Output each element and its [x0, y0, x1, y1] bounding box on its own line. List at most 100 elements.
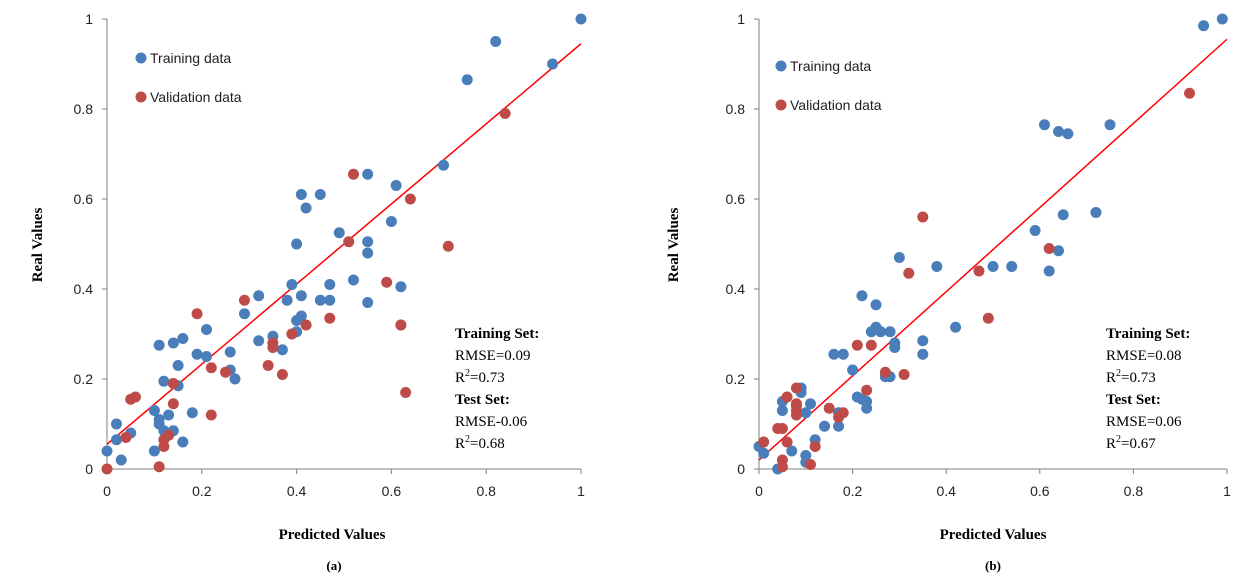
panel-a-legend: Training data Validation data [122, 36, 280, 116]
panel-a-validation-point [163, 429, 175, 441]
panel-b-training-r2-sup: 2 [1116, 368, 1121, 379]
panel-b-training-point [776, 405, 788, 416]
panel-a-validation-point [205, 362, 217, 374]
panel-a-validation-point [129, 391, 141, 403]
panel-b-training-point [875, 326, 887, 338]
panel-b-validation-point [781, 436, 793, 448]
panel-a-validation-point [276, 369, 288, 380]
panel-b-legend-training-marker [775, 60, 787, 72]
panel-b-training-point [917, 348, 929, 360]
panel-a-training-point [253, 335, 265, 347]
panel-a-training-point [115, 454, 127, 466]
panel-b-test-r2-sup: 2 [1116, 434, 1121, 445]
panel-a-training-point [295, 189, 307, 200]
panel-b-fit-line [758, 38, 1228, 461]
panel-b-validation-point [898, 369, 910, 380]
panel-b-y-tick-label: 0.4 [726, 281, 746, 297]
panel-b-validation-point [865, 339, 877, 351]
panel-b-x-tick-label: 0.4 [936, 483, 956, 499]
panel-a-legend-training-label: Training data [150, 50, 231, 66]
panel-b-validation-point [851, 339, 863, 351]
panel-b-x-tick-label: 0.2 [843, 483, 863, 499]
panel-a-training-set-title: Training Set: [455, 326, 539, 342]
panel-a-training-point [314, 294, 326, 306]
panel-a-training-point [253, 290, 265, 302]
panel-a-validation-point [101, 463, 113, 475]
panel-a-validation-point [347, 168, 359, 180]
panel-a-validation-point [191, 308, 203, 320]
panel-a-validation-point [153, 461, 165, 473]
panel-a-x-tick-label: 0 [103, 483, 111, 499]
panel-b-training-point [847, 364, 859, 376]
panel-a-stats: Training Set: RMSE=0.09 R2=0.73 Test Set… [455, 326, 539, 452]
panel-b-test-r2: R2=0.67 [1106, 434, 1156, 452]
panel-a-training-point [177, 333, 189, 344]
panel-a-training-point [295, 310, 307, 322]
panel-a-training-point [153, 339, 165, 351]
panel-a-training-point [362, 236, 374, 248]
panel-a-y-tick-label: 0.6 [74, 191, 94, 207]
panel-a-training-point [300, 202, 312, 214]
panel-b-legend-box [768, 46, 916, 122]
panel-a-training-point [333, 227, 345, 239]
panel-a-training-r2-prefix: R [455, 370, 465, 386]
panel-a-training-point [148, 405, 160, 416]
panel-a-y-axis-label: Real Values [30, 208, 46, 283]
panel-a-validation-point [167, 378, 179, 389]
panel-b-y-tick-label: 0 [737, 461, 745, 477]
panel-b-training-point [1090, 207, 1102, 218]
panel-a-training-point [110, 434, 122, 446]
panel-a-validation-point [120, 432, 132, 443]
panel-b-validation-point [781, 391, 793, 403]
panel-b-y-tick-label: 0.6 [726, 191, 746, 207]
panel-b-validation-point [823, 402, 835, 414]
panel-a-training-point [201, 324, 213, 335]
panel-a-training-point [201, 351, 213, 362]
panel-a-training-r2: R2=0.73 [455, 368, 505, 386]
panel-b-training-point [833, 420, 845, 432]
panel-a-y-tick-label: 0 [85, 461, 93, 477]
panel-b-y-axis-label: Real Values [666, 208, 682, 283]
panel-b-fit-line-group [758, 38, 1228, 461]
panel-b-axes: 0 0.2 0.4 0.6 0.8 1 0 0.2 0.4 0.6 0.8 1 [726, 11, 1232, 499]
panel-b-training-point [1038, 119, 1050, 131]
panel-a-training-point [314, 189, 326, 200]
panel-b-y-tick-label: 0.8 [726, 101, 746, 117]
panel-a-training-point [575, 13, 587, 25]
panel-b-training-point [950, 321, 962, 333]
panel-b-training-point [856, 290, 868, 302]
panel-b-points [753, 13, 1228, 475]
panel-b-validation-point [982, 312, 994, 324]
panel-a-validation-point [395, 319, 407, 331]
panel-a-test-r2-prefix: R [455, 436, 465, 452]
panel-a-legend-validation-marker [135, 91, 147, 103]
panel-a-training-point [324, 294, 336, 306]
panel-a-test-r2: R2=0.68 [455, 434, 505, 452]
panel-a-label: (a) [326, 558, 341, 573]
panel-a-training-point [547, 58, 559, 70]
panel-a-x-tick-label: 1 [577, 483, 585, 499]
panel-a-training-point [177, 436, 189, 448]
panel-b-test-set-title: Test Set: [1106, 392, 1161, 408]
panel-b-training-point [1104, 119, 1116, 131]
panel-a-training-point [390, 180, 402, 191]
panel-b-training-point [889, 337, 901, 349]
panel-b-training-point [861, 402, 873, 414]
panel-a-training-point [362, 297, 374, 308]
panel-b: 0 0.2 0.4 0.6 0.8 1 0 0.2 0.4 0.6 0.8 1 Training da… [666, 11, 1231, 573]
panel-b-test-r2-value: =0.67 [1121, 436, 1156, 452]
panel-a-training-point [110, 418, 122, 430]
panel-a-training-point [395, 281, 407, 293]
panel-a-x-axis-label: Predicted Values [279, 527, 386, 543]
panel-a-x-tick-label: 0.6 [382, 483, 402, 499]
panel-b-training-point [1216, 13, 1228, 25]
panel-a-training-point [224, 346, 236, 358]
panel-b-training-point [1053, 126, 1065, 137]
panel-a-points [101, 13, 587, 475]
panel-b-validation-point [809, 441, 821, 452]
panel-a-training-r2-sup: 2 [465, 368, 470, 379]
panel-a-validation-point [400, 387, 412, 398]
panel-a-axes: 0 0.2 0.4 0.6 0.8 1 0 0.2 0.4 0.6 0.8 1 [74, 11, 586, 499]
panel-b-training-point [1053, 245, 1065, 257]
panel-a-training-point [101, 445, 113, 457]
